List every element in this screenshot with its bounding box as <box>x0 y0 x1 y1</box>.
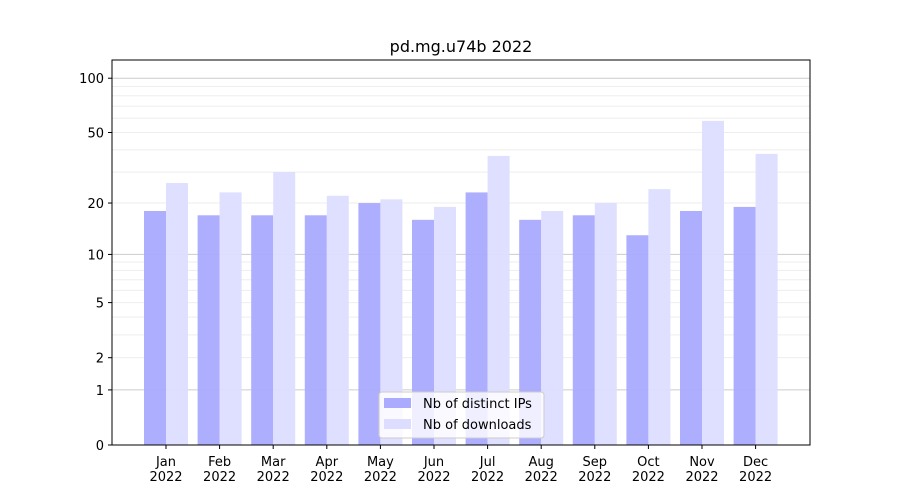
bar-downloads <box>273 172 296 445</box>
bar-downloads <box>755 153 778 445</box>
bar-distinct-ips <box>465 192 488 445</box>
y-tick-label: 0 <box>96 439 104 454</box>
plot-frame <box>111 59 811 446</box>
bar-distinct-ips <box>197 215 220 445</box>
x-tick-label: Sep 2022 <box>578 455 611 485</box>
bar-downloads <box>434 206 456 445</box>
x-tick-label: Jun 2022 <box>417 455 450 485</box>
bar-distinct-ips <box>733 206 756 445</box>
bar-downloads <box>380 199 403 445</box>
x-tick-label: Mar 2022 <box>257 455 290 485</box>
bar-downloads <box>702 120 724 445</box>
y-tick-label: 1 <box>96 384 104 399</box>
bar-downloads <box>648 189 671 445</box>
x-tick-label: Nov 2022 <box>685 455 718 485</box>
legend-swatch <box>384 419 411 429</box>
chart-title: pd.mg.u74b 2022 <box>390 37 533 56</box>
x-tick-label: Oct 2022 <box>632 455 665 485</box>
bar-distinct-ips <box>412 219 434 445</box>
y-tick-label: 2 <box>96 352 104 367</box>
y-tick-label: 50 <box>87 127 104 142</box>
y-tick-label: 5 <box>96 297 104 312</box>
legend-box <box>378 391 545 439</box>
x-tick-label: May 2022 <box>364 455 397 485</box>
y-tick-label: 20 <box>87 197 104 212</box>
bar-distinct-ips <box>304 215 327 445</box>
bar-distinct-ips <box>626 235 649 445</box>
bar-distinct-ips <box>572 215 595 445</box>
legend-label: Nb of downloads <box>423 418 532 433</box>
x-tick-label: Apr 2022 <box>310 455 343 485</box>
x-tick-label: Feb 2022 <box>203 455 236 485</box>
bar-distinct-ips <box>251 215 274 445</box>
x-tick-label: Dec 2022 <box>739 455 772 485</box>
legend-label: Nb of distinct IPs <box>423 397 532 412</box>
bar-downloads <box>487 155 510 445</box>
bar-distinct-ips <box>519 219 542 445</box>
bar-distinct-ips <box>680 210 702 445</box>
x-tick-label: Jul 2022 <box>471 455 504 485</box>
bar-distinct-ips <box>144 210 166 445</box>
bar-downloads <box>166 183 188 445</box>
bar-downloads <box>326 195 349 445</box>
x-tick-label: Jan 2022 <box>149 455 182 485</box>
bar-downloads <box>219 192 242 445</box>
bar-downloads <box>594 203 617 445</box>
x-tick-label: Aug 2022 <box>525 455 558 485</box>
legend-swatch <box>384 398 411 408</box>
y-tick-label: 10 <box>87 248 104 263</box>
legend: Nb of distinct IPs Nb of downloads <box>378 391 545 439</box>
y-tick-label: 100 <box>79 72 104 87</box>
bar-downloads <box>541 210 564 445</box>
bar-distinct-ips <box>358 203 381 445</box>
